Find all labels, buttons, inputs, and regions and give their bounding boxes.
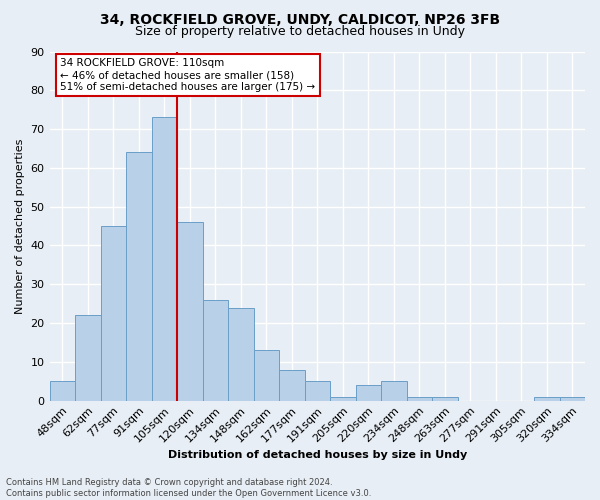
Text: 34, ROCKFIELD GROVE, UNDY, CALDICOT, NP26 3FB: 34, ROCKFIELD GROVE, UNDY, CALDICOT, NP2… (100, 12, 500, 26)
Text: Size of property relative to detached houses in Undy: Size of property relative to detached ho… (135, 25, 465, 38)
Text: 34 ROCKFIELD GROVE: 110sqm
← 46% of detached houses are smaller (158)
51% of sem: 34 ROCKFIELD GROVE: 110sqm ← 46% of deta… (60, 58, 316, 92)
Bar (407, 396, 432, 400)
Bar (560, 396, 585, 400)
X-axis label: Distribution of detached houses by size in Undy: Distribution of detached houses by size … (167, 450, 467, 460)
Bar (228, 308, 254, 400)
Bar (152, 118, 177, 401)
Bar (305, 381, 330, 400)
Bar (101, 226, 126, 400)
Y-axis label: Number of detached properties: Number of detached properties (15, 138, 25, 314)
Bar (330, 396, 356, 400)
Bar (126, 152, 152, 400)
Bar (432, 396, 458, 400)
Bar (279, 370, 305, 400)
Text: Contains HM Land Registry data © Crown copyright and database right 2024.
Contai: Contains HM Land Registry data © Crown c… (6, 478, 371, 498)
Bar (177, 222, 203, 400)
Bar (75, 316, 101, 400)
Bar (203, 300, 228, 400)
Bar (534, 396, 560, 400)
Bar (356, 385, 381, 400)
Bar (50, 381, 75, 400)
Bar (381, 381, 407, 400)
Bar (254, 350, 279, 401)
